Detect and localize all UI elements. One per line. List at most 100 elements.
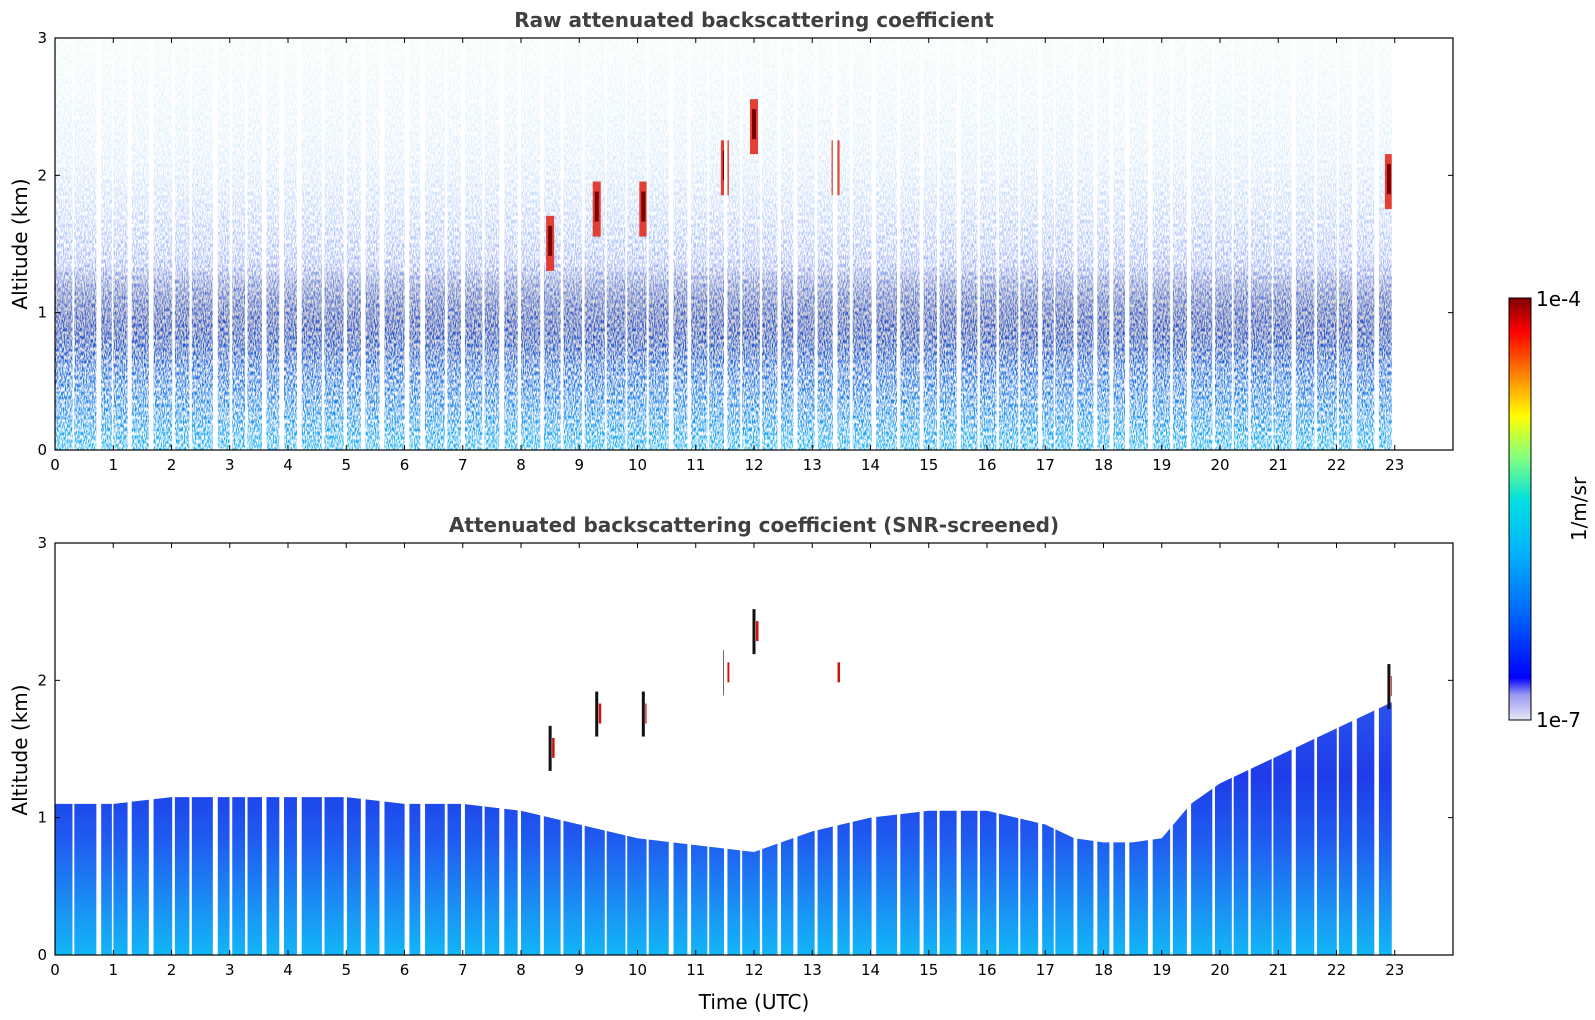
data-gap	[420, 38, 426, 450]
data-gap	[1212, 38, 1215, 450]
data-gap	[956, 543, 961, 955]
x-tick-label: 9	[574, 456, 584, 474]
screened-cloud-mark-red	[756, 621, 759, 642]
x-tick-label: 8	[516, 456, 526, 474]
colorbar-min-label: 1e-7	[1536, 708, 1581, 732]
data-gap	[404, 38, 410, 450]
data-gap	[977, 38, 980, 450]
raw-backscatter-panel: Raw attenuated backscattering coefficien…	[8, 8, 1454, 474]
data-gap	[1073, 543, 1078, 955]
data-gap	[172, 543, 175, 955]
data-gap	[1186, 543, 1192, 955]
data-gap	[482, 543, 485, 955]
data-gap	[777, 38, 781, 450]
data-gap	[212, 38, 218, 450]
data-gap	[1314, 543, 1318, 955]
screened-axis-ticks: 0 1 2 3 4 5 6 7 8 9 10 11 12 13 14 15 16 17 18 19 20 21 22 2301…	[37, 534, 1453, 979]
screened-cloud-mark	[595, 691, 599, 737]
data-gap	[499, 38, 505, 450]
x-tick-label: 10	[628, 961, 647, 979]
data-gap	[1291, 38, 1296, 450]
data-gap	[245, 543, 248, 955]
screened-cloud-mark-red	[598, 703, 602, 724]
raw-data-gaps	[72, 38, 1453, 450]
x-tick-label: 7	[458, 961, 468, 979]
raw-axis-ticks: 0 1 2 3 4 5 6 7 8 9 10 11 12 13 14 15 16 17 18 19 20 21 22 2301…	[37, 29, 1453, 474]
raw-ylabel: Altitude (km)	[8, 178, 32, 309]
y-tick-label: 0	[37, 441, 47, 459]
data-gap	[321, 38, 325, 450]
data-gap	[229, 38, 233, 450]
data-gap	[127, 543, 132, 955]
data-gap	[343, 543, 347, 955]
screened-cloud-mark	[641, 691, 645, 737]
data-gap	[1125, 543, 1130, 955]
x-tick-label: 4	[283, 456, 293, 474]
data-gap	[379, 543, 385, 955]
y-tick-label: 1	[37, 304, 47, 322]
x-tick-label: 5	[341, 961, 351, 979]
raw-heatmap	[55, 38, 1453, 450]
data-gap	[582, 543, 585, 955]
data-gap	[625, 543, 628, 955]
data-gap	[1170, 38, 1173, 450]
data-gap	[189, 543, 192, 955]
data-gap	[321, 543, 325, 955]
data-gap	[1374, 38, 1379, 450]
data-gap	[1352, 543, 1357, 955]
y-tick-label: 2	[37, 166, 47, 184]
data-gap	[296, 543, 302, 955]
screened-data-gaps	[72, 543, 1453, 955]
x-tick-label: 1	[108, 456, 118, 474]
data-gap	[919, 38, 924, 450]
x-tick-label: 3	[225, 456, 235, 474]
data-gap	[482, 38, 485, 450]
data-gap	[444, 543, 448, 955]
data-gap	[937, 543, 940, 955]
data-gap	[1053, 38, 1056, 450]
data-gap	[996, 543, 999, 955]
data-gap	[72, 38, 75, 450]
x-tick-label: 12	[744, 456, 763, 474]
no-data-region	[1394, 543, 1453, 955]
x-tick-label: 17	[1036, 961, 1055, 979]
data-gap	[420, 543, 426, 955]
data-gap	[261, 543, 267, 955]
data-gap	[687, 543, 692, 955]
data-gap	[668, 38, 674, 450]
x-tick-label: 6	[400, 456, 410, 474]
data-gap	[189, 38, 192, 450]
data-gap	[499, 543, 505, 955]
data-gap	[1186, 38, 1192, 450]
x-tick-label: 10	[628, 456, 647, 474]
data-gap	[1374, 543, 1379, 955]
x-tick-label: 2	[167, 456, 177, 474]
data-gap	[148, 543, 154, 955]
data-gap	[1391, 38, 1397, 450]
data-gap	[148, 38, 154, 450]
data-gap	[646, 38, 649, 450]
x-tick-label: 7	[458, 456, 468, 474]
data-gap	[1336, 543, 1339, 955]
screened-cloud-mark-red	[726, 662, 730, 683]
data-gap	[956, 38, 961, 450]
strong-signal-core	[1386, 164, 1391, 195]
y-tick-label: 0	[37, 946, 47, 964]
data-gap	[540, 38, 544, 450]
screened-cloud-mark-red	[552, 737, 555, 758]
data-gap	[1291, 543, 1296, 955]
screened-panel-title: Attenuated backscattering coefficient (S…	[449, 513, 1059, 537]
x-tick-label: 1	[108, 961, 118, 979]
x-tick-label: 13	[803, 456, 822, 474]
x-tick-label: 14	[861, 961, 880, 979]
x-tick-label: 19	[1152, 456, 1171, 474]
data-gap	[1314, 38, 1318, 450]
strong-signal-core	[548, 225, 553, 256]
data-gap	[1053, 543, 1056, 955]
data-gap	[1038, 543, 1043, 955]
strong-signal-core	[752, 109, 756, 140]
data-gap	[229, 543, 233, 955]
x-tick-label: 2	[167, 961, 177, 979]
data-gap	[1231, 543, 1234, 955]
data-gap	[814, 38, 818, 450]
